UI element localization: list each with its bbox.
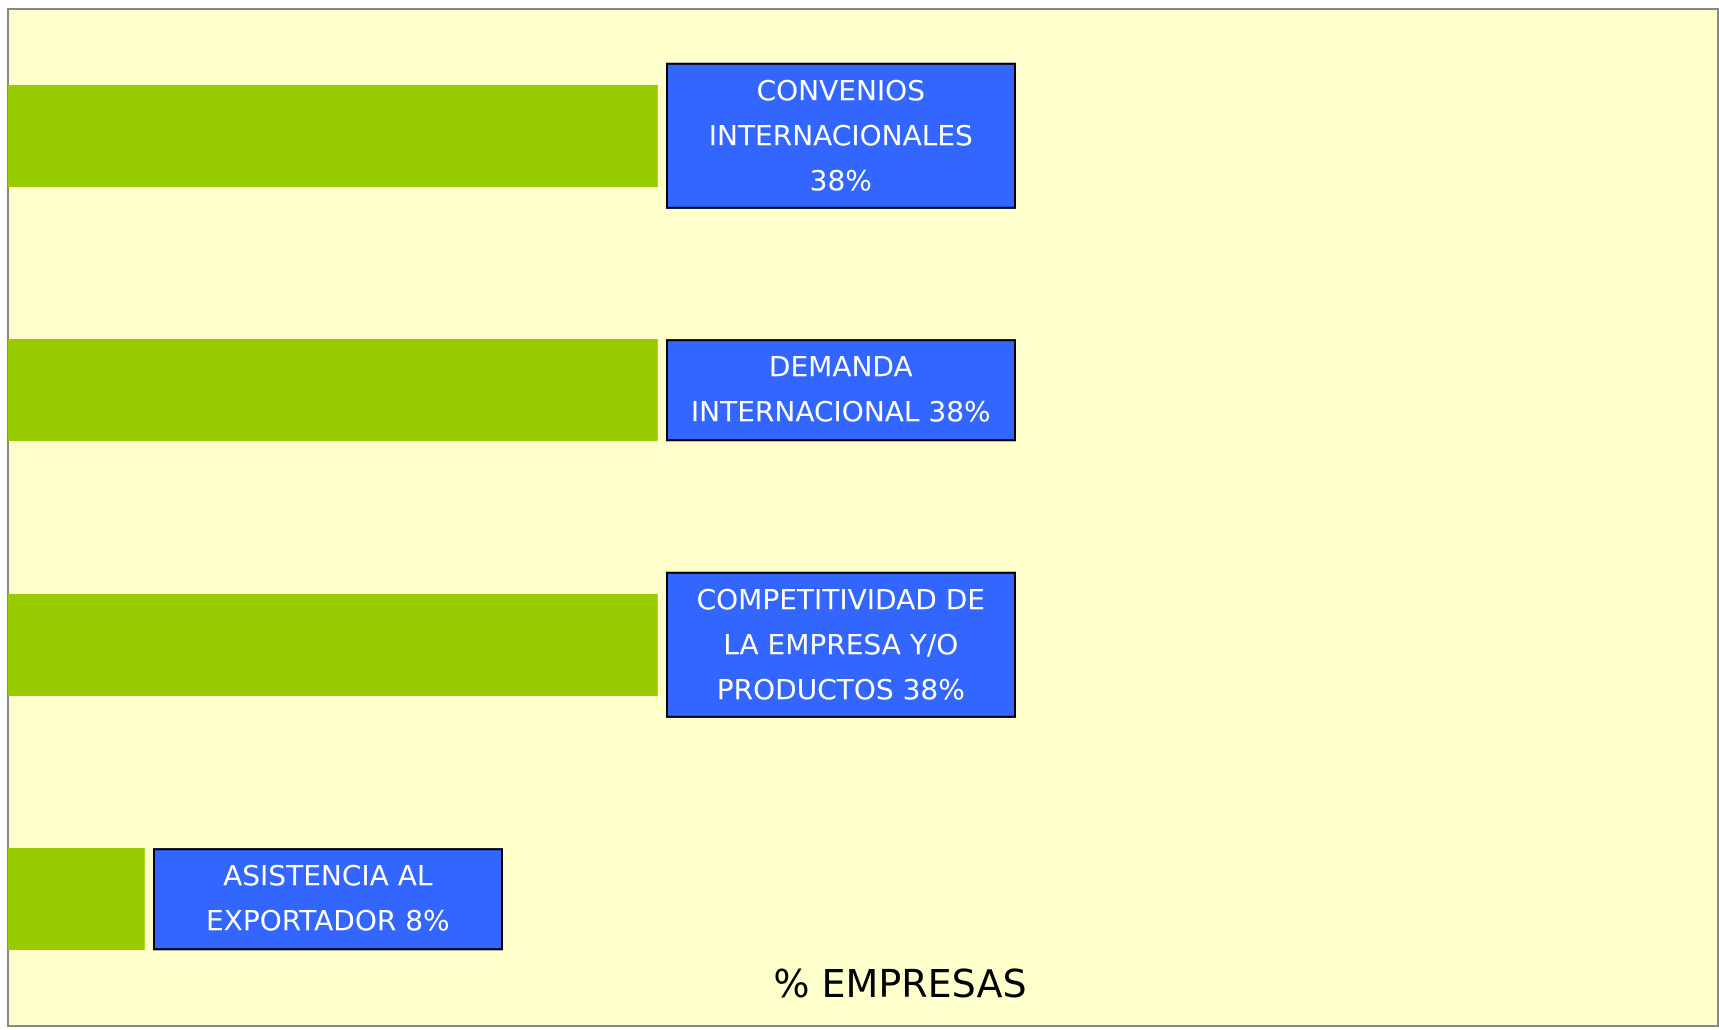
data-label: DEMANDA INTERNACIONAL 38% bbox=[665, 339, 1016, 441]
data-label: ASISTENCIA AL EXPORTADOR 8% bbox=[152, 848, 503, 950]
x-axis-title: % EMPRESAS bbox=[773, 962, 1027, 1006]
data-label: COMPETITIVIDAD DE LA EMPRESA Y/O PRODUCT… bbox=[665, 571, 1016, 719]
bar bbox=[8, 85, 658, 187]
data-label: CONVENIOS INTERNACIONALES 38% bbox=[665, 62, 1016, 210]
bar bbox=[8, 339, 658, 441]
bar bbox=[8, 594, 658, 696]
bar bbox=[8, 848, 145, 950]
